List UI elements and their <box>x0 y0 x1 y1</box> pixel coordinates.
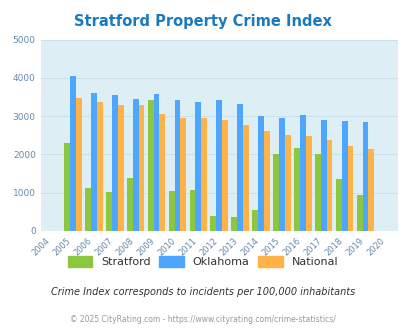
Bar <box>367 149 373 231</box>
Bar <box>362 122 367 231</box>
Bar <box>91 93 96 231</box>
Bar <box>174 100 180 231</box>
Bar <box>314 154 320 231</box>
Text: Crime Index corresponds to incidents per 100,000 inhabitants: Crime Index corresponds to incidents per… <box>51 287 354 297</box>
Bar <box>284 135 290 231</box>
Bar <box>180 118 186 231</box>
Bar <box>356 195 362 231</box>
Bar <box>138 105 144 231</box>
Bar <box>64 143 70 231</box>
Bar <box>231 217 237 231</box>
Bar <box>106 192 111 231</box>
Bar <box>189 190 195 231</box>
Bar <box>335 179 341 231</box>
Bar <box>320 120 326 231</box>
Bar <box>168 191 174 231</box>
Bar <box>258 116 263 231</box>
Bar <box>76 98 81 231</box>
Bar <box>273 154 278 231</box>
Bar <box>243 125 248 231</box>
Bar <box>237 104 243 231</box>
Bar <box>201 118 207 231</box>
Bar <box>127 178 132 231</box>
Bar <box>305 136 311 231</box>
Bar <box>210 216 216 231</box>
Text: © 2025 CityRating.com - https://www.cityrating.com/crime-statistics/: © 2025 CityRating.com - https://www.city… <box>70 315 335 324</box>
Bar <box>70 76 76 231</box>
Bar <box>147 100 153 231</box>
Bar <box>153 94 159 231</box>
Bar <box>299 115 305 231</box>
Bar <box>278 118 284 231</box>
Bar <box>85 188 91 231</box>
Bar <box>111 95 117 231</box>
Bar <box>195 102 201 231</box>
Text: Stratford Property Crime Index: Stratford Property Crime Index <box>74 14 331 29</box>
Bar <box>341 121 347 231</box>
Bar <box>222 120 228 231</box>
Bar <box>326 140 332 231</box>
Bar <box>159 114 165 231</box>
Bar <box>263 131 269 231</box>
Legend: Stratford, Oklahoma, National: Stratford, Oklahoma, National <box>63 251 342 271</box>
Bar <box>216 100 222 231</box>
Bar <box>132 99 138 231</box>
Bar <box>117 106 123 231</box>
Bar <box>252 210 258 231</box>
Bar <box>293 148 299 231</box>
Bar <box>96 102 102 231</box>
Bar <box>347 146 352 231</box>
